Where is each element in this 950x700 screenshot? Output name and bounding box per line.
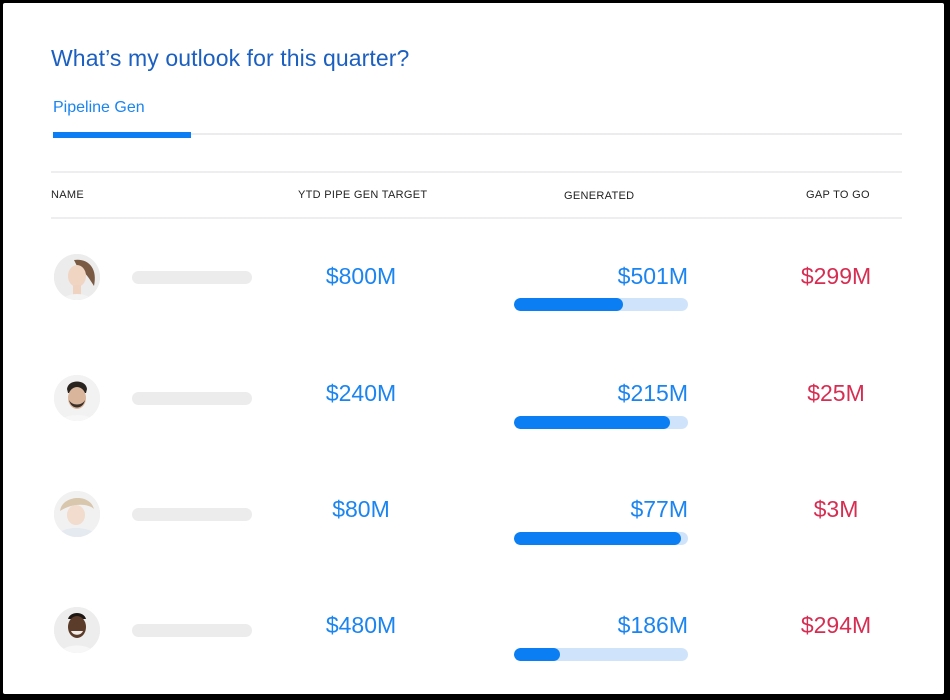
header-divider-top [51,171,902,173]
generated-value: $77M [630,496,688,522]
table-row[interactable]: $800M $501M $299M [51,238,902,318]
generated-progress-fill [514,416,670,429]
generated-progress-fill [514,648,560,661]
table-row[interactable]: $480M $186M $294M [51,586,902,666]
column-header-gap: GAP TO GO [806,189,870,201]
tab-active-indicator [53,132,191,138]
header-divider-bottom [51,217,902,219]
column-header-generated: GENERATED [564,190,635,202]
tab-pipeline-gen[interactable]: Pipeline Gen [53,99,145,116]
generated-progress-bar [514,532,688,545]
target-value: $240M [325,380,397,406]
tab-bar: Pipeline Gen [53,99,902,141]
name-placeholder [132,392,252,405]
generated-value: $186M [617,612,688,638]
target-value: $800M [325,263,397,289]
gap-value: $299M [800,263,872,289]
name-placeholder [132,508,252,521]
generated-progress-bar [514,298,688,311]
target-value: $80M [332,496,390,522]
column-header-target: YTD PIPE GEN TARGET [298,189,428,201]
person-avatar [54,375,100,421]
generated-progress-fill [514,298,623,311]
column-header-name: NAME [51,189,84,201]
outlook-card: What’s my outlook for this quarter? Pipe… [3,3,944,694]
name-placeholder [132,271,252,284]
person-avatar [54,491,100,537]
name-placeholder [132,624,252,637]
gap-value: $25M [807,380,865,406]
generated-progress-bar [514,648,688,661]
table-row[interactable]: $240M $215M $25M [51,354,902,434]
tab-track [53,133,902,135]
page-title: What’s my outlook for this quarter? [51,45,410,71]
gap-value: $294M [800,612,872,638]
gap-value: $3M [813,496,859,522]
table-row[interactable]: $80M $77M $3M [51,470,902,550]
generated-progress-fill [514,532,682,545]
generated-progress-bar [514,416,688,429]
person-avatar [54,607,100,653]
generated-value: $501M [617,263,688,289]
person-avatar [54,254,100,300]
generated-value: $215M [617,380,688,406]
target-value: $480M [325,612,397,638]
